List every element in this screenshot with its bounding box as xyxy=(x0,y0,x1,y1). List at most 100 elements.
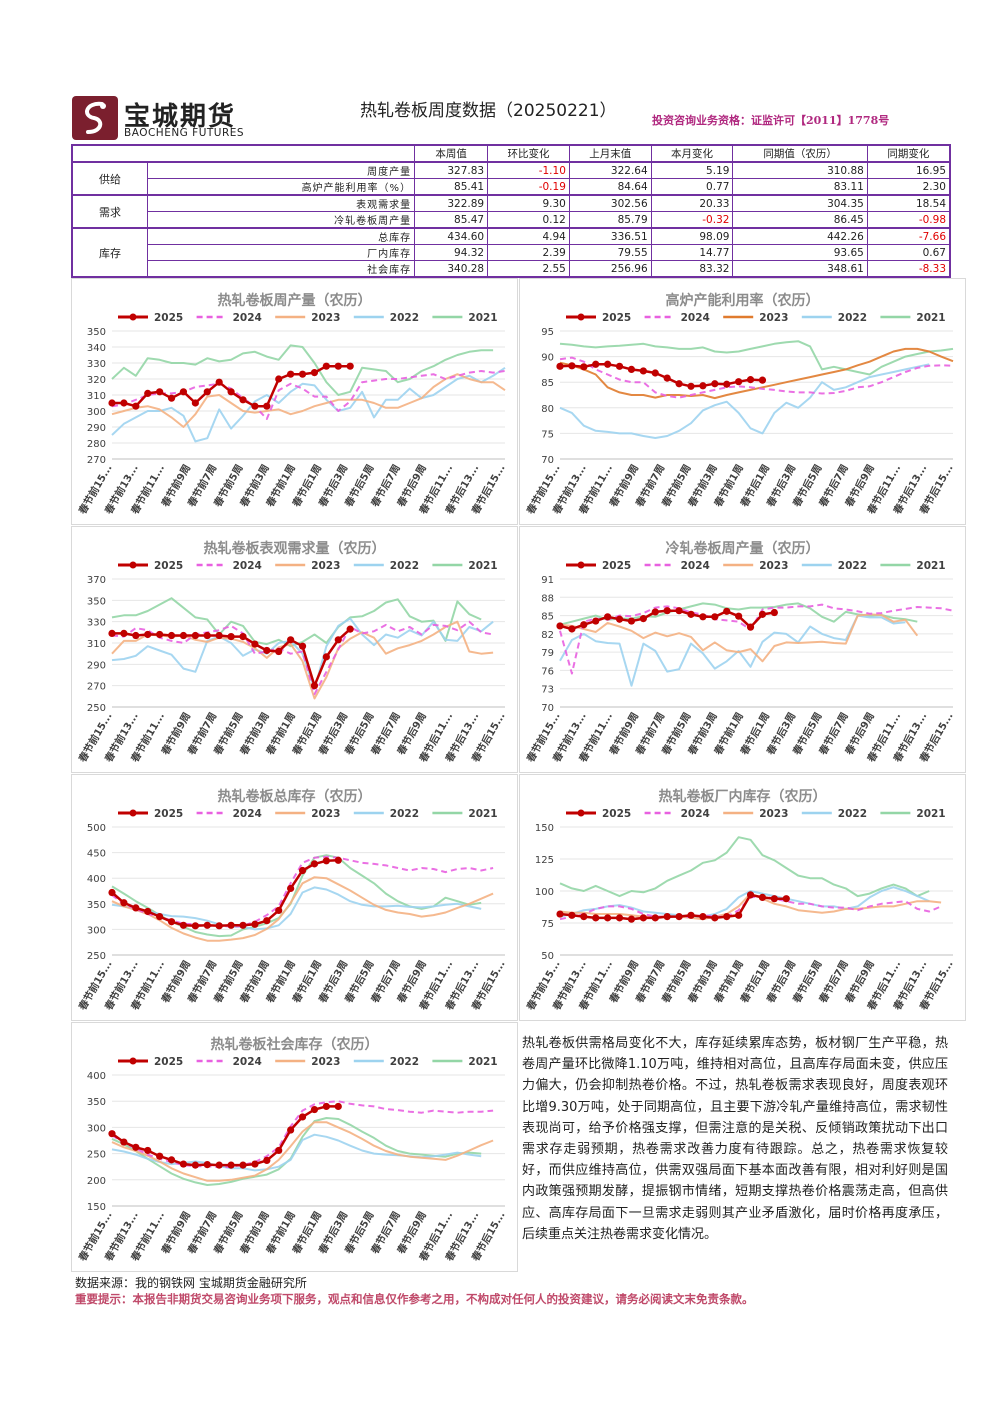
data-point-2025 xyxy=(227,1161,235,1169)
series-line-2021 xyxy=(559,340,954,376)
data-point-2025 xyxy=(120,899,128,907)
legend-label: 2025 xyxy=(154,808,183,820)
data-point-2025 xyxy=(723,607,731,615)
data-point-2025 xyxy=(120,1138,128,1146)
data-point-2025 xyxy=(615,914,624,922)
data-point-2025 xyxy=(782,895,790,903)
data-point-2025 xyxy=(251,640,259,648)
table-cell: -8.33 xyxy=(866,260,951,278)
legend-marker xyxy=(129,1057,137,1065)
series-line-2024 xyxy=(111,1100,494,1169)
summary-table: 本周值 环比变化 上月末值 本月变化 同期值（农历） 同期变化 供给 周度产量 32… xyxy=(71,144,951,278)
y-tick-label: 330 xyxy=(87,359,106,370)
y-tick-label: 350 xyxy=(87,327,106,338)
data-point-2025 xyxy=(639,914,647,922)
legend-label: 2025 xyxy=(154,560,183,572)
legend-label: 2024 xyxy=(681,560,710,572)
data-point-2025 xyxy=(663,374,671,382)
legend-item: 2025 xyxy=(566,560,631,572)
table-cell: 2.30 xyxy=(866,178,951,196)
legend-label: 2023 xyxy=(759,560,788,572)
legend-item: 2022 xyxy=(353,808,419,820)
data-point-2025 xyxy=(298,370,307,378)
data-point-2025 xyxy=(167,631,176,640)
data-point-2025 xyxy=(132,402,140,410)
data-point-2025 xyxy=(287,1126,295,1134)
table-cell: 20.33 xyxy=(650,194,734,212)
data-point-2025 xyxy=(215,922,223,930)
data-point-2025 xyxy=(770,895,778,903)
indicator-label: 冷轧卷板周产量 xyxy=(146,211,416,229)
table-row: 高炉产能利用率（%） 85.41 -0.19 84.64 0.77 83.11 2.30 xyxy=(72,178,951,196)
series-line-2022 xyxy=(559,886,930,918)
data-point-2025 xyxy=(580,621,588,629)
data-point-2025 xyxy=(310,1105,319,1114)
table-cell: 94.32 xyxy=(414,244,489,261)
y-tick-label: 73 xyxy=(541,685,554,696)
y-tick-label: 82 xyxy=(541,630,554,641)
table-cell: 304.35 xyxy=(732,194,868,212)
y-tick-label: 270 xyxy=(87,455,106,466)
legend-label: 2024 xyxy=(233,1056,262,1068)
data-point-2025 xyxy=(627,365,636,373)
legend-marker xyxy=(577,313,585,321)
legend-item: 2025 xyxy=(566,808,631,820)
table-cell: 4.94 xyxy=(487,227,570,245)
data-point-2025 xyxy=(167,394,176,402)
data-point-2025 xyxy=(322,362,330,370)
legend-item: 2023 xyxy=(723,560,788,572)
table-cell: 16.95 xyxy=(866,161,951,179)
y-tick-label: 370 xyxy=(87,575,106,586)
data-point-2025 xyxy=(746,376,755,384)
series-line-2021 xyxy=(111,344,494,396)
y-tick-label: 80 xyxy=(541,404,554,415)
y-tick-label: 350 xyxy=(87,1097,106,1108)
y-tick-label: 290 xyxy=(87,423,106,434)
y-tick-label: 400 xyxy=(87,1071,106,1082)
legend-item: 2023 xyxy=(723,312,788,324)
data-point-2025 xyxy=(758,610,767,618)
y-tick-label: 79 xyxy=(541,648,554,659)
data-point-2025 xyxy=(287,370,295,378)
legend-item: 2024 xyxy=(196,560,262,572)
chart-panel-output: 热轧卷板周产量（农历） 270 280 290 300 310 320 330 340 350 春节… xyxy=(71,278,518,525)
y-tick-label: 85 xyxy=(541,612,554,623)
legend-item: 2022 xyxy=(801,312,867,324)
data-point-2025 xyxy=(310,682,319,690)
data-point-2025 xyxy=(568,911,576,919)
data-point-2025 xyxy=(346,362,354,370)
data-point-2025 xyxy=(687,911,695,919)
chart-panel-social-inventory: 热轧卷板社会库存（农历） 150 200 250 300 350 400 春节前15... 春节… xyxy=(71,1022,518,1272)
data-point-2025 xyxy=(191,631,199,640)
legend-label: 2024 xyxy=(681,312,710,324)
data-point-2025 xyxy=(675,607,683,615)
table-cell: 98.09 xyxy=(650,227,734,245)
table-cell: 327.83 xyxy=(414,161,489,179)
y-tick-label: 290 xyxy=(87,660,106,671)
data-point-2025 xyxy=(556,910,564,918)
legend-label: 2025 xyxy=(154,312,183,324)
table-cell: 348.61 xyxy=(732,260,868,278)
col-header-mom: 本月变化 xyxy=(650,144,734,163)
data-point-2025 xyxy=(687,610,695,618)
table-cell: 86.45 xyxy=(732,211,868,229)
y-tick-label: 350 xyxy=(87,596,106,607)
y-tick-label: 100 xyxy=(535,887,554,898)
data-point-2025 xyxy=(239,1161,247,1169)
data-point-2025 xyxy=(334,362,342,370)
data-point-2025 xyxy=(239,921,247,929)
legend-label: 2021 xyxy=(916,312,945,324)
legend-item: 2022 xyxy=(801,560,867,572)
y-tick-label: 150 xyxy=(87,1202,106,1213)
chart-title: 冷轧卷板周产量（农历） xyxy=(666,540,820,557)
y-tick-label: 250 xyxy=(87,703,106,714)
data-point-2025 xyxy=(699,382,707,390)
data-point-2025 xyxy=(580,363,588,371)
legend-label: 2025 xyxy=(602,312,631,324)
data-point-2025 xyxy=(156,1152,164,1160)
y-tick-label: 320 xyxy=(87,375,106,386)
data-point-2025 xyxy=(108,888,116,897)
legend-label: 2022 xyxy=(838,312,867,324)
data-point-2025 xyxy=(556,362,564,370)
data-point-2025 xyxy=(179,388,188,396)
